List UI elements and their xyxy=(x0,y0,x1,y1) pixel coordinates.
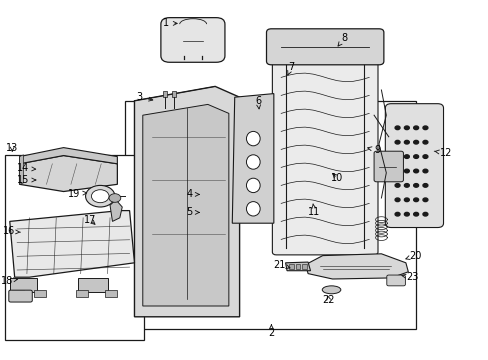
Polygon shape xyxy=(142,104,228,306)
Circle shape xyxy=(422,155,427,158)
Circle shape xyxy=(394,212,399,216)
Circle shape xyxy=(394,169,399,173)
Text: 14: 14 xyxy=(17,163,36,174)
Text: 4: 4 xyxy=(186,189,199,199)
Text: 6: 6 xyxy=(255,96,261,109)
Bar xyxy=(295,264,300,269)
Circle shape xyxy=(109,194,121,202)
FancyBboxPatch shape xyxy=(272,40,377,255)
Circle shape xyxy=(404,198,408,202)
Circle shape xyxy=(413,198,418,202)
Polygon shape xyxy=(20,148,117,164)
Text: 1: 1 xyxy=(163,18,177,28)
Circle shape xyxy=(422,184,427,187)
Ellipse shape xyxy=(246,178,260,193)
Text: 13: 13 xyxy=(6,143,19,153)
Text: 5: 5 xyxy=(186,207,199,217)
Circle shape xyxy=(413,169,418,173)
Circle shape xyxy=(404,212,408,216)
Text: 22: 22 xyxy=(322,294,334,305)
Polygon shape xyxy=(110,200,122,221)
Polygon shape xyxy=(134,86,239,317)
Circle shape xyxy=(85,185,115,207)
Text: 3: 3 xyxy=(137,92,152,102)
Bar xyxy=(12,290,24,297)
Text: 9: 9 xyxy=(367,145,380,155)
Bar xyxy=(78,278,107,292)
Text: 19: 19 xyxy=(68,189,86,199)
Text: 11: 11 xyxy=(307,204,320,217)
Text: 21: 21 xyxy=(273,260,289,270)
Polygon shape xyxy=(285,262,310,271)
Circle shape xyxy=(422,212,427,216)
Circle shape xyxy=(404,126,408,130)
Circle shape xyxy=(413,126,418,130)
Circle shape xyxy=(413,184,418,187)
Bar xyxy=(172,91,176,97)
Polygon shape xyxy=(232,94,273,223)
Circle shape xyxy=(394,140,399,144)
FancyBboxPatch shape xyxy=(373,151,403,182)
Bar xyxy=(302,264,306,269)
Bar xyxy=(105,290,117,297)
Circle shape xyxy=(404,155,408,158)
Bar xyxy=(124,101,415,329)
Text: 10: 10 xyxy=(330,173,343,183)
Circle shape xyxy=(404,169,408,173)
Polygon shape xyxy=(20,155,23,184)
Circle shape xyxy=(422,140,427,144)
Ellipse shape xyxy=(322,286,340,294)
Bar xyxy=(163,91,167,97)
Bar xyxy=(289,264,293,269)
Text: 18: 18 xyxy=(1,276,18,286)
Text: 20: 20 xyxy=(405,251,421,261)
Circle shape xyxy=(394,198,399,202)
Circle shape xyxy=(394,126,399,130)
Bar xyxy=(10,278,37,292)
Text: 15: 15 xyxy=(17,175,36,185)
Polygon shape xyxy=(20,156,117,192)
Text: 7: 7 xyxy=(287,62,294,75)
Circle shape xyxy=(404,140,408,144)
Circle shape xyxy=(404,184,408,187)
Bar xyxy=(76,290,88,297)
Bar xyxy=(34,290,46,297)
Circle shape xyxy=(422,198,427,202)
Text: 8: 8 xyxy=(337,33,347,46)
FancyBboxPatch shape xyxy=(161,18,224,62)
FancyBboxPatch shape xyxy=(385,104,443,228)
Circle shape xyxy=(413,212,418,216)
FancyBboxPatch shape xyxy=(266,29,383,65)
Circle shape xyxy=(91,190,109,203)
Text: 2: 2 xyxy=(268,325,274,338)
FancyBboxPatch shape xyxy=(386,275,405,286)
Circle shape xyxy=(422,169,427,173)
Text: 23: 23 xyxy=(401,272,418,282)
Ellipse shape xyxy=(246,155,260,169)
Circle shape xyxy=(394,155,399,158)
Circle shape xyxy=(413,155,418,158)
Ellipse shape xyxy=(246,202,260,216)
Circle shape xyxy=(413,140,418,144)
Polygon shape xyxy=(305,254,407,279)
Bar xyxy=(5,155,144,340)
Text: 17: 17 xyxy=(84,215,97,225)
Polygon shape xyxy=(10,211,134,277)
Text: 16: 16 xyxy=(2,226,20,237)
FancyBboxPatch shape xyxy=(9,290,32,302)
Circle shape xyxy=(394,184,399,187)
Text: 12: 12 xyxy=(433,148,451,158)
Ellipse shape xyxy=(246,131,260,146)
Circle shape xyxy=(422,126,427,130)
